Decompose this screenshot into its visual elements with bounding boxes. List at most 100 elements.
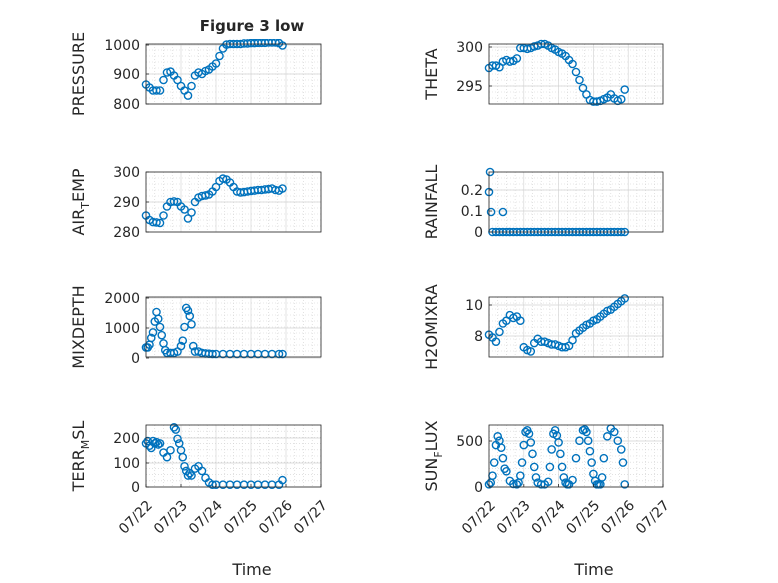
data-point: [188, 341, 198, 351]
data-point: [505, 57, 515, 66]
data-point: [278, 184, 287, 193]
data-points: [141, 174, 287, 228]
data-point: [218, 174, 228, 183]
data-point: [543, 477, 553, 487]
axes-box: [145, 296, 322, 358]
data-point: [171, 425, 181, 434]
data-point: [489, 458, 499, 467]
data-point: [183, 91, 193, 100]
data-point: [620, 294, 630, 303]
data-point: [159, 211, 168, 220]
subplot-7: 0 100 200 TERRMSL 07/2207/2307/2407/2507/260…: [69, 421, 331, 538]
data-point: [517, 458, 527, 467]
y-axis-label: TERRMSL: [69, 421, 92, 493]
data-point: [571, 453, 581, 463]
data-point: [597, 473, 607, 482]
data-point: [486, 207, 496, 217]
data-point: [271, 39, 280, 47]
data-point: [603, 432, 612, 441]
data-point: [153, 440, 163, 449]
axes-box: [488, 171, 664, 233]
data-point: [183, 471, 193, 480]
data-point: [180, 322, 189, 332]
y-tick-label: 2000: [104, 291, 140, 307]
y-tick-label: 0: [131, 351, 140, 367]
data-point: [613, 436, 623, 446]
data-point: [278, 349, 287, 359]
x-axis-label-left: Time: [231, 560, 271, 579]
data-point: [568, 475, 577, 485]
y-tick-label: 300: [113, 165, 140, 181]
y-tick-label: 300: [456, 40, 483, 56]
data-point: [496, 443, 506, 453]
y-tick-label: 900: [113, 67, 140, 83]
y-tick-label: 0: [474, 480, 483, 496]
axes-box: [488, 43, 664, 105]
x-tick-label: 07/25: [221, 498, 261, 538]
data-point: [278, 475, 287, 485]
subplot-8: 0 500 SUNFLUX 07/2207/2307/2407/2507/2607/2…: [422, 420, 673, 537]
axes-box: [145, 424, 322, 488]
data-point: [278, 41, 287, 50]
subplot-2: 295 300 THETA: [422, 39, 664, 106]
x-tick-label: 07/26: [256, 498, 296, 538]
data-point: [155, 218, 165, 228]
y-axis-label: MIXDEPTH: [69, 285, 88, 368]
x-tick-label: 07/27: [291, 498, 331, 538]
y-tick-label: 800: [113, 97, 140, 113]
data-point: [201, 191, 210, 200]
y-tick-label: 200: [113, 431, 140, 447]
data-point: [187, 471, 196, 480]
y-tick-label: 0: [474, 225, 483, 241]
data-point: [609, 427, 619, 437]
data-point: [587, 458, 596, 467]
data-points: [141, 303, 287, 359]
data-point: [180, 205, 189, 214]
data-point: [585, 446, 595, 456]
y-axis-label: RAINFALL: [422, 165, 441, 240]
data-point: [152, 86, 161, 95]
data-point: [159, 75, 168, 85]
data-points: [484, 39, 630, 106]
y-tick-label: 1000: [104, 321, 140, 337]
y-tick-label: 100: [113, 456, 140, 472]
data-point: [498, 453, 508, 463]
data-point: [178, 336, 188, 345]
y-tick-label: 10: [465, 298, 483, 314]
data-points: [141, 422, 287, 490]
data-point: [208, 349, 217, 359]
data-point: [526, 347, 536, 356]
y-tick-label: 500: [456, 434, 483, 450]
data-point: [178, 452, 188, 462]
y-axis-label: PRESSURE: [69, 32, 88, 116]
data-point: [559, 473, 569, 482]
data-point: [618, 458, 628, 467]
y-tick-label: 1000: [104, 38, 140, 54]
x-tick-label: 07/22: [459, 498, 499, 538]
data-point: [274, 349, 284, 359]
data-point: [620, 85, 630, 94]
data-point: [183, 306, 193, 315]
subplot-3: 280 290 300 AIRTEMP: [69, 165, 322, 241]
data-points: [484, 294, 630, 356]
data-point: [554, 438, 563, 447]
data-point: [568, 335, 577, 345]
data-point: [556, 449, 565, 459]
data-point: [157, 330, 167, 340]
data-point: [176, 341, 186, 351]
data-point: [155, 439, 165, 448]
x-tick-label: 07/23: [494, 498, 534, 538]
data-point: [155, 322, 165, 332]
data-point: [493, 432, 503, 441]
data-point: [155, 86, 165, 95]
y-axis-label: THETA: [422, 48, 441, 100]
data-point: [509, 479, 518, 489]
y-axis-label: H2OMIXRA: [422, 284, 441, 370]
data-point: [498, 207, 508, 217]
x-axis-label-right: Time: [573, 560, 613, 579]
data-point: [187, 208, 196, 217]
y-axis-label: AIRTEMP: [69, 168, 92, 235]
data-point: [578, 83, 588, 93]
x-tick-label: 07/23: [151, 498, 191, 538]
